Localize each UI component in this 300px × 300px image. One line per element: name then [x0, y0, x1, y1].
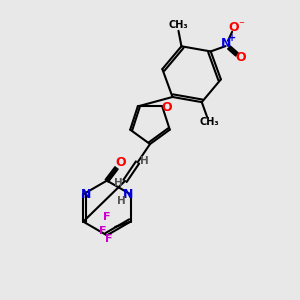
Text: F: F [99, 226, 106, 236]
Text: O: O [161, 101, 172, 114]
Text: +: + [228, 33, 236, 43]
Text: ⁻: ⁻ [238, 20, 244, 30]
Text: N: N [122, 188, 133, 201]
Text: CH₃: CH₃ [168, 20, 188, 31]
Text: O: O [115, 156, 126, 169]
Text: H: H [114, 178, 123, 188]
Text: H: H [117, 196, 126, 206]
Text: O: O [229, 21, 239, 34]
Text: N: N [81, 188, 92, 201]
Text: H: H [140, 156, 149, 166]
Text: F: F [105, 235, 112, 244]
Text: CH₃: CH₃ [200, 117, 219, 127]
Text: O: O [235, 52, 246, 64]
Text: F: F [103, 212, 111, 222]
Text: N: N [220, 37, 231, 50]
